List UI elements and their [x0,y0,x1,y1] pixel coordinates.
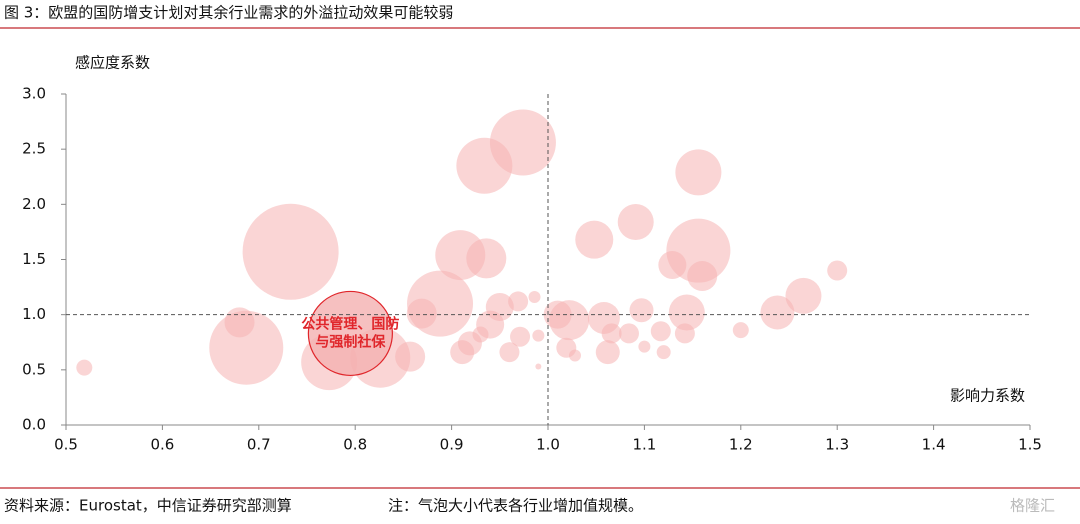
bubble [618,323,639,344]
bubble [629,298,654,323]
y-axis-label: 感应度系数 [75,54,150,72]
bubble [510,326,531,347]
bubble [687,261,718,292]
plot-area: 0.0 0.5 1.0 1.5 2.0 2.5 3.0 0.5 0.6 0.7 0.8 0.9 1.0 1… [22,85,1042,454]
bubble [242,203,339,300]
x-tick-label: 1.1 [632,436,656,454]
x-tick-label: 0.6 [150,436,174,454]
highlight-label: 与强制社保 [315,333,386,350]
bubble [528,291,541,304]
bubble [535,363,542,370]
x-tick-label: 0.8 [343,436,367,454]
bubble [489,109,556,176]
bubble [760,295,795,330]
x-tick-label: 1.2 [729,436,753,454]
y-tick-label: 0.0 [22,416,46,434]
y-tick-label: 1.5 [22,250,46,268]
x-tick-label: 1.3 [825,436,849,454]
y-tick-label: 2.5 [22,140,46,158]
title: 图 3：欧盟的国防增支计划对其余行业需求的外溢拉动效果可能较弱 [4,4,453,22]
bubble [224,307,255,338]
bubble [407,270,474,337]
y-tick-label: 1.0 [22,305,46,323]
bubble [595,340,620,365]
y-tick-label: 2.0 [22,195,46,213]
bubble [617,203,654,240]
x-tick-label: 0.9 [440,436,464,454]
bubble [656,345,671,360]
bubble [568,349,581,362]
bubble [485,292,514,321]
x-tick-label: 1.4 [922,436,946,454]
highlight-bubble [307,290,393,377]
x-tick-label: 1.0 [536,436,560,454]
bubble [499,342,520,363]
y-tick-label: 3.0 [22,85,46,103]
y-tick-label: 0.5 [22,360,46,378]
bubble [732,322,749,339]
bubble [76,359,93,376]
note: 注：气泡大小代表各行业增加值规模。 [388,497,643,515]
highlight-label: 公共管理、国防 [301,315,399,332]
x-axis-label: 影响力系数 [950,387,1025,405]
bubble [395,341,426,372]
x-tick-label: 0.5 [54,436,78,454]
bubble [466,238,507,279]
bubble [650,321,671,342]
bubble [675,149,722,196]
watermark: 格隆汇 [1010,497,1055,515]
bubble [785,277,822,314]
bubble [668,294,705,331]
x-tick-label: 0.7 [247,436,271,454]
bubble [472,326,489,343]
x-tick-label: 1.5 [1018,436,1042,454]
bubble [575,220,614,259]
bubble [508,291,529,312]
bubble [638,340,651,353]
bubble [532,329,545,342]
bubble [658,251,687,280]
bubble [674,323,695,344]
bubble [601,323,622,344]
bubble [827,260,848,281]
source: 资料来源：Eurostat，中信证券研究部测算 [4,497,292,515]
